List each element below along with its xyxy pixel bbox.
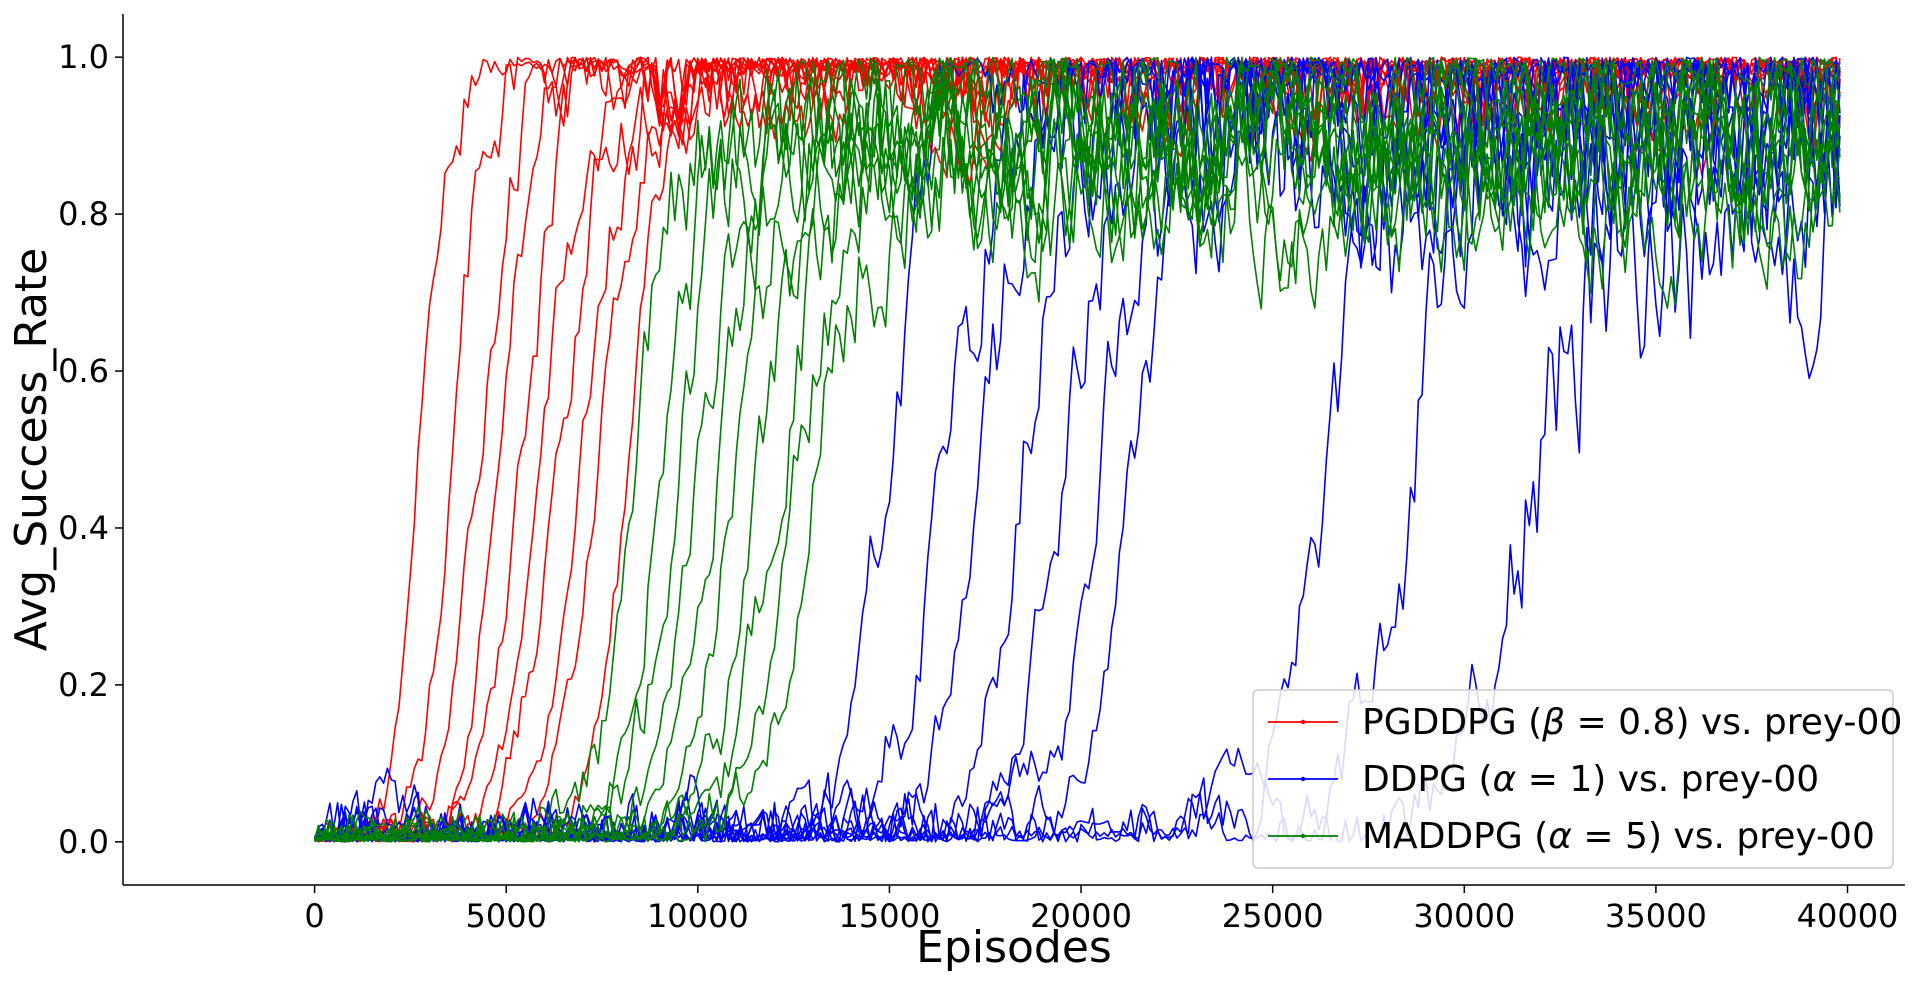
y-tick-label: 0.6: [58, 352, 109, 390]
y-axis-title: Avg_Success_Rate: [6, 248, 57, 652]
series-line-2-3: [314, 56, 1841, 843]
series-line-2-7: [314, 56, 1841, 843]
y-tick-label: 0.2: [58, 666, 109, 704]
x-tick-label: 10000: [647, 897, 749, 935]
series-layer: [313, 56, 1841, 843]
x-tick-label: 40000: [1797, 897, 1899, 935]
series-group-2: [313, 56, 1841, 843]
y-tick-label: 1.0: [58, 38, 109, 76]
series-line-2-5: [314, 56, 1841, 843]
x-tick-label: 0: [304, 897, 324, 935]
axes: [122, 14, 1905, 886]
y-tick-label: 0.4: [58, 509, 109, 547]
x-tick-label: 35000: [1605, 897, 1707, 935]
series-line-2-9: [313, 59, 1841, 843]
y-tick-label: 0.0: [58, 823, 109, 861]
legend-marker-1: [1300, 776, 1306, 782]
x-axis-title: Episodes: [916, 922, 1112, 973]
y-tick-label: 0.8: [58, 195, 109, 233]
x-ticks: 0 5000 10000 15000 20000 25000 30000 35000 40000: [304, 885, 1898, 935]
legend-entries: PGDDPG (β = 0.8) vs. prey-00 DDPG (α = 1)…: [1268, 702, 1902, 857]
legend-marker-2: [1300, 833, 1306, 839]
x-tick-label: 5000: [466, 897, 547, 935]
x-tick-label: 30000: [1413, 897, 1515, 935]
x-tick-label: 20000: [1030, 897, 1132, 935]
legend-label-1: DDPG (α = 1) vs. prey-00: [1362, 759, 1819, 800]
legend: PGDDPG (β = 0.8) vs. prey-00 DDPG (α = 1)…: [1252, 689, 1902, 869]
legend-box: [1252, 689, 1894, 869]
x-tick-label: 15000: [839, 897, 941, 935]
x-tick-label: 25000: [1222, 897, 1324, 935]
legend-label-0: PGDDPG (β = 0.8) vs. prey-00: [1362, 702, 1902, 743]
series-line-2-8: [314, 57, 1841, 843]
legend-marker-0: [1300, 719, 1306, 725]
y-ticks: 0.0 0.2 0.4 0.6 0.8 1.0: [58, 38, 123, 861]
legend-label-2: MADDPG (α = 5) vs. prey-00: [1362, 816, 1875, 857]
